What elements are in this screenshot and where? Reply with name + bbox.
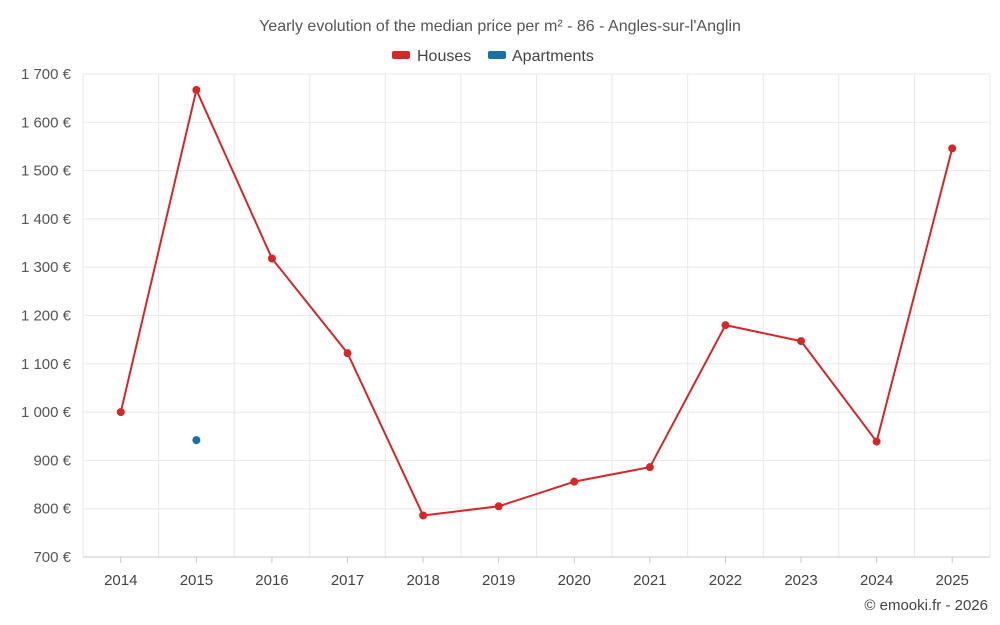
x-tick-label: 2018 [406, 572, 439, 589]
series-apartments [192, 436, 201, 445]
y-tick-label: 1 300 € [21, 259, 72, 276]
x-tick-label: 2014 [104, 572, 137, 589]
x-tick-label: 2024 [860, 572, 893, 589]
data-point-houses[interactable] [721, 321, 730, 330]
y-tick-label: 1 000 € [21, 404, 72, 421]
chart-title: Yearly evolution of the median price per… [259, 18, 741, 35]
axes: 700 € 800 € 900 € 1 000 € 1 100 € 1 200 € 1 30… [21, 66, 990, 589]
data-point-houses[interactable] [570, 477, 579, 486]
credit-text: © emooki.fr - 2026 [864, 597, 988, 614]
x-tick-label: 2021 [633, 572, 666, 589]
y-tick-label: 1 400 € [21, 211, 72, 228]
x-tick-label: 2016 [255, 572, 288, 589]
legend-label: Apartments [512, 48, 594, 65]
data-point-houses[interactable] [494, 502, 503, 511]
legend-swatch [488, 51, 506, 59]
data-point-houses[interactable] [267, 254, 276, 263]
data-point-houses[interactable] [948, 144, 957, 153]
y-tick-label: 800 € [33, 501, 71, 518]
data-point-houses[interactable] [419, 511, 428, 520]
y-tick-label: 700 € [33, 549, 71, 566]
legend-label: Houses [417, 48, 471, 65]
x-tick-label: 2017 [331, 572, 364, 589]
x-tick-label: 2023 [784, 572, 817, 589]
x-tick-label: 2015 [180, 572, 213, 589]
x-tick-label: 2025 [936, 572, 969, 589]
legend-item-apartments[interactable]: Apartments [488, 48, 594, 65]
y-tick-label: 1 600 € [21, 114, 72, 131]
data-point-houses[interactable] [645, 463, 654, 472]
data-point-houses[interactable] [797, 337, 806, 346]
data-point-houses[interactable] [872, 437, 881, 446]
x-tick-label: 2019 [482, 572, 515, 589]
data-point-houses[interactable] [116, 408, 125, 417]
series-layer [116, 85, 957, 520]
data-point-houses[interactable] [343, 349, 352, 358]
y-tick-label: 1 200 € [21, 308, 72, 325]
data-point-houses[interactable] [192, 85, 201, 94]
legend-swatch [392, 51, 410, 59]
data-point-apartments[interactable] [192, 436, 201, 445]
y-tick-label: 900 € [33, 452, 71, 469]
x-tick-label: 2022 [709, 572, 742, 589]
legend[interactable]: Houses Apartments [392, 48, 594, 65]
x-tick-label: 2020 [558, 572, 591, 589]
series-line-houses [119, 88, 954, 517]
legend-item-houses[interactable]: Houses [392, 48, 471, 65]
series-houses [116, 85, 957, 520]
y-tick-label: 1 100 € [21, 356, 72, 373]
grid-lines [82, 73, 991, 557]
y-tick-label: 1 500 € [21, 163, 72, 180]
y-tick-label: 1 700 € [21, 66, 72, 83]
